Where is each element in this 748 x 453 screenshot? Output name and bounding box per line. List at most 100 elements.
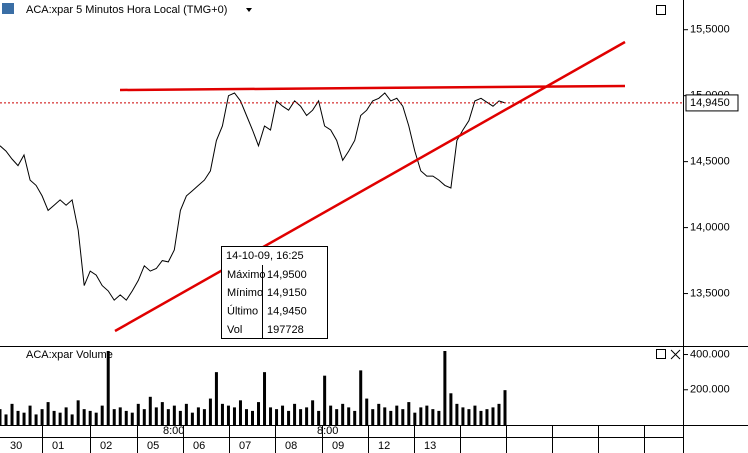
volume-bar [479,410,483,425]
volume-bar [94,412,98,425]
volume-bar [0,409,2,425]
volume-bar [425,405,429,425]
volume-bar [184,403,188,425]
volume-bar [299,409,303,425]
volume-bar [329,405,333,425]
x-tick-label: 08 [285,440,297,452]
volume-bar [275,409,279,425]
volume-bar [377,403,381,425]
volume-bar [257,402,261,425]
volume-bar [461,407,465,425]
volume-bar [269,407,273,425]
volume-bar [419,407,423,425]
volume-bar [281,405,285,425]
volume-bar [76,400,80,425]
volume-bar [401,409,405,425]
tooltip-value: 197728 [267,324,304,336]
volume-bar [311,400,315,425]
volume-bar [28,405,32,425]
volume-bar [503,390,507,425]
volume-bar [190,412,194,425]
volume-bar [142,409,146,425]
volume-bar [202,409,206,425]
volume-bar [467,409,471,425]
x-tick-label: 01 [52,440,64,452]
volume-bar [40,409,44,425]
volume-bar [232,407,236,425]
volume-bar [317,410,321,425]
volume-bar [208,398,212,425]
volume-bar [52,410,56,425]
volume-bar [305,407,309,425]
chart-title: ACA:xpar 5 Minutos Hora Local (TMG+0) [26,4,227,16]
volume-bar [148,396,152,425]
volume-bar [395,405,399,425]
volume-bar [449,393,453,425]
volume-bar [106,351,110,425]
volume-bar [88,410,92,425]
x-tick-label: 05 [147,440,159,452]
volume-bar [485,409,489,425]
close-icon[interactable] [670,349,681,360]
volume-bar [118,407,122,425]
x-tick-label: 30 [10,440,22,452]
volume-bar [154,407,158,425]
maximize-icon[interactable] [656,5,666,15]
x-tick-label: 07 [239,440,251,452]
y-tick-label: 14,5000 [690,156,730,168]
volume-bar [58,412,62,425]
x-tick-label: 02 [100,440,112,452]
time-label: 8:00 [317,425,338,437]
volume-bar [389,410,393,425]
price-line [0,92,506,301]
volume-bar [455,403,459,425]
volume-bar [136,403,140,425]
volume-bar [341,403,345,425]
maximize-icon[interactable] [656,349,666,359]
volume-bar [353,410,357,425]
volume-bar [124,410,128,425]
volume-bar [160,402,164,425]
volume-title: ACA:xpar Volume [26,349,113,361]
tooltip-key: Máximo [227,269,266,281]
volume-bar [251,410,254,425]
dropdown-arrow[interactable] [246,8,252,12]
volume-bar [4,414,8,425]
cfd-icon [2,3,14,14]
tooltip-key: Mínimo [227,287,263,299]
y-tick-label: 13,5000 [690,287,730,299]
volume-bar [166,409,170,425]
volume-bar [100,405,104,425]
volume-bar [214,372,218,425]
volume-bar [473,405,477,425]
volume-bar [491,407,495,425]
volume-bar [196,407,200,425]
tooltip-box [221,246,328,339]
volume-bar [46,402,50,425]
volume-bar [10,403,14,425]
x-tick-label: 12 [378,440,390,452]
volume-bar [34,414,38,425]
y-tick-label: 200.000 [690,384,730,396]
last-price-label: 14,9450 [690,97,730,109]
volume-bar [220,403,224,425]
volume-bar [16,410,20,425]
x-tick-label: 13 [424,440,436,452]
tooltip-value: 14,9500 [267,269,307,281]
tooltip-key: Último [227,305,258,318]
volume-bar [437,410,441,425]
volume-bar [365,398,369,425]
volume-bar [323,375,327,425]
y-tick-label: 14,0000 [690,221,730,233]
volume-bar [22,412,26,425]
volume-bar [70,414,74,425]
volume-bar [112,409,116,425]
volume-bar [226,405,230,425]
volume-bar [178,410,182,425]
volume-bar [238,400,242,425]
volume-bar [64,407,68,425]
y-tick-label: 15,5000 [690,24,730,36]
volume-bar [431,409,435,425]
volume-bar [359,370,363,425]
